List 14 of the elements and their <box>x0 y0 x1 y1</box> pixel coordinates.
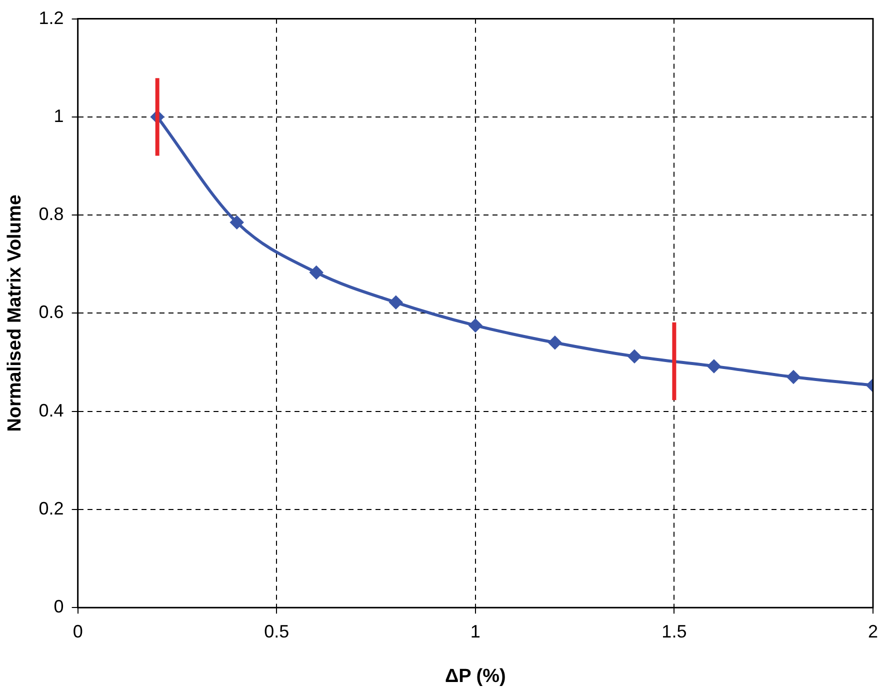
x-tick-label: 2 <box>868 621 878 642</box>
y-axis-title: Normalised Matrix Volume <box>4 194 26 432</box>
x-tick-label: 1.5 <box>662 621 687 642</box>
y-tick-label: 1 <box>54 106 64 126</box>
x-axis-title: ΔP (%) <box>444 666 506 687</box>
y-tick-label: 1.2 <box>38 8 64 28</box>
x-tick-label: 0.5 <box>264 621 290 642</box>
y-tick-label: 0 <box>54 596 64 617</box>
x-tick-label: 1 <box>470 621 480 642</box>
y-tick-label: 0.6 <box>38 302 64 322</box>
y-tick-label: 0.2 <box>38 498 64 518</box>
y-tick-label: 0.4 <box>38 400 64 420</box>
y-tick-label: 0.8 <box>38 204 64 224</box>
x-tick-label: 0 <box>72 621 83 642</box>
